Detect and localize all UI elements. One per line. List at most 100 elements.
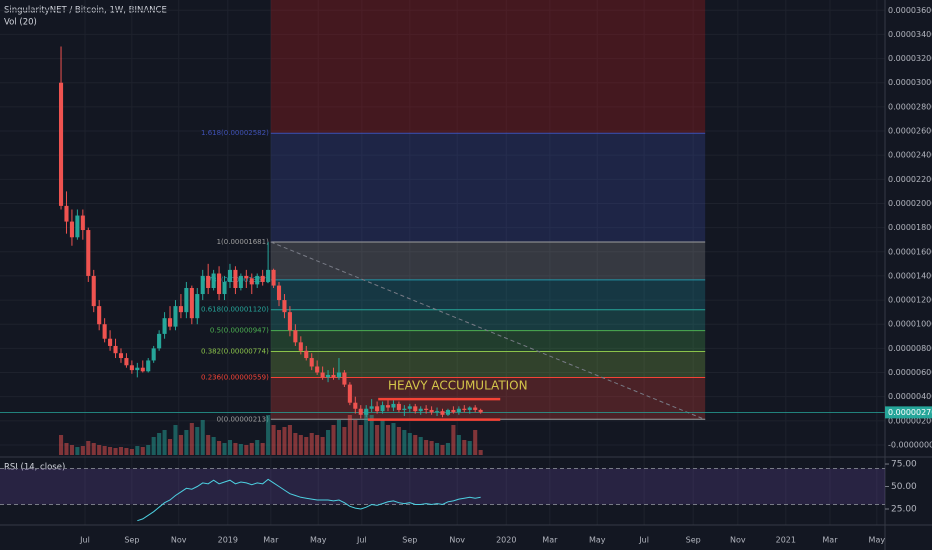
candle-body bbox=[456, 408, 461, 413]
fib-label: 1(0.00001681) bbox=[217, 238, 269, 246]
candle-body bbox=[162, 318, 167, 334]
volume-bar bbox=[396, 427, 401, 455]
rsi-tick-label: 25.00 bbox=[891, 504, 917, 514]
x-tick-label: 2020 bbox=[496, 536, 516, 545]
candle-body bbox=[380, 405, 385, 412]
volume-bar bbox=[407, 433, 412, 455]
volume-bar bbox=[342, 427, 347, 455]
candle-body bbox=[440, 411, 445, 415]
volume-bar bbox=[451, 425, 456, 455]
y-tick-label: 0.00002600 bbox=[888, 127, 932, 136]
volume-bar bbox=[129, 449, 134, 455]
candle-body bbox=[336, 372, 342, 378]
x-tick-label: Sep bbox=[686, 536, 701, 545]
candle-body bbox=[298, 342, 303, 351]
volume-bar bbox=[140, 447, 145, 455]
volume-bar bbox=[260, 443, 265, 455]
volume-bar bbox=[80, 446, 85, 455]
candle-body bbox=[271, 269, 276, 286]
trend-line bbox=[270, 241, 706, 421]
volume-bar bbox=[375, 425, 380, 455]
candle-body bbox=[151, 348, 156, 361]
rsi-band bbox=[0, 468, 885, 505]
candle-body bbox=[478, 409, 483, 413]
candle-body bbox=[473, 407, 478, 410]
y-tick-label: 0.00000600 bbox=[888, 368, 932, 377]
candle-body bbox=[266, 269, 271, 282]
y-tick-label: 0.00003600 bbox=[888, 6, 932, 15]
candle-body bbox=[102, 324, 107, 339]
volume-bar bbox=[157, 433, 162, 455]
y-tick-label: 0.00002000 bbox=[888, 199, 932, 208]
x-tick-label: Sep bbox=[402, 536, 417, 545]
x-tick-label: Mar bbox=[822, 536, 838, 545]
volume-bar bbox=[91, 443, 96, 455]
candle-body bbox=[178, 306, 183, 313]
volume-bar bbox=[178, 435, 183, 455]
candle-body bbox=[435, 411, 440, 413]
candle-body bbox=[418, 408, 423, 412]
volume-bar bbox=[276, 430, 282, 455]
candle-body bbox=[331, 374, 336, 378]
candle-body bbox=[315, 366, 320, 373]
x-tick-label: May bbox=[869, 536, 886, 545]
x-tick-label: Sep bbox=[124, 536, 139, 545]
fib-zone bbox=[270, 351, 706, 378]
candle-body bbox=[424, 408, 429, 410]
volume-bar bbox=[309, 433, 314, 455]
volume-bar bbox=[238, 444, 243, 455]
volume-bar bbox=[86, 441, 91, 455]
candle-body bbox=[64, 205, 69, 222]
annotation: HEAVY ACCUMULATION bbox=[388, 379, 528, 393]
candle-body bbox=[462, 408, 467, 410]
volume-bar bbox=[173, 425, 178, 455]
candle-body bbox=[206, 275, 211, 288]
volume-bar bbox=[189, 423, 194, 455]
volume-bar bbox=[222, 443, 227, 455]
candle-body bbox=[184, 287, 189, 313]
candle-body bbox=[407, 406, 412, 409]
y-tick-label: 0.00001800 bbox=[888, 223, 932, 232]
candle-body bbox=[80, 215, 85, 231]
rsi-tick-label: 50.00 bbox=[891, 482, 917, 492]
candle-body bbox=[287, 312, 292, 331]
volume-bar bbox=[364, 410, 369, 455]
volume-bar bbox=[478, 450, 483, 455]
volume-bar bbox=[369, 415, 374, 455]
candle-body bbox=[75, 215, 80, 238]
volume-bar bbox=[380, 420, 385, 455]
candle-body bbox=[347, 384, 352, 403]
volume-bar bbox=[124, 448, 129, 455]
x-tick-label: Mar bbox=[542, 536, 558, 545]
candle-body bbox=[364, 408, 369, 415]
volume-bar bbox=[255, 440, 260, 455]
volume-bar bbox=[58, 435, 64, 455]
fib-zone bbox=[270, 279, 706, 310]
volume-bar bbox=[206, 435, 211, 455]
candle-body bbox=[255, 275, 260, 285]
candle-body bbox=[222, 281, 227, 295]
candle-body bbox=[260, 275, 265, 282]
fib-zone bbox=[270, 241, 706, 280]
x-tick-label: Jul bbox=[79, 536, 90, 545]
fib-label: 0.5(0.00000947) bbox=[210, 327, 269, 335]
candle-body bbox=[445, 409, 450, 415]
candle-body bbox=[402, 408, 407, 410]
x-tick-label: May bbox=[589, 536, 606, 545]
x-tick-label: Nov bbox=[730, 536, 746, 545]
rsi-title: RSI (14, close) bbox=[4, 463, 65, 473]
candle-body bbox=[146, 360, 151, 372]
candle-body bbox=[97, 306, 102, 325]
candle-body bbox=[375, 406, 380, 412]
volume-bar bbox=[75, 447, 80, 455]
volume-bar bbox=[118, 447, 124, 455]
candle-body bbox=[217, 273, 222, 295]
candle-body bbox=[108, 338, 113, 346]
volume-bar bbox=[467, 441, 472, 455]
volume-bar bbox=[195, 427, 200, 455]
volume-bar bbox=[146, 445, 151, 455]
candle-body bbox=[429, 409, 434, 413]
y-tick-label: 0.00001600 bbox=[888, 247, 932, 256]
